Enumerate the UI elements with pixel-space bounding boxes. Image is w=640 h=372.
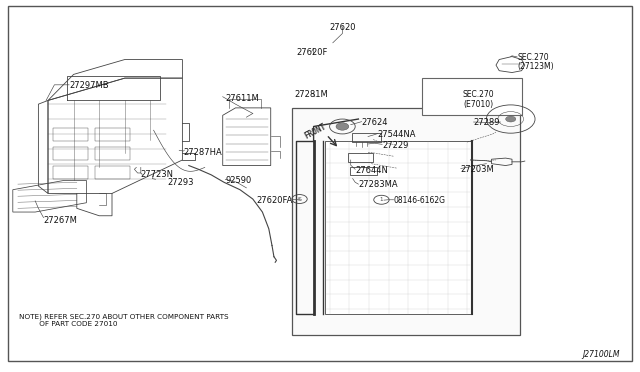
Text: 27229: 27229 [382,141,408,150]
Bar [53,166,88,179]
Bar [422,78,522,115]
Text: 27620F: 27620F [296,48,328,57]
Text: 27281M: 27281M [295,90,328,99]
Text: 27297MB: 27297MB [69,81,109,90]
Bar [350,167,377,175]
Bar [348,153,373,162]
Bar [95,166,130,179]
Bar [53,128,88,141]
Text: OF PART CODE 27010: OF PART CODE 27010 [19,321,118,327]
Text: 92590: 92590 [225,176,252,185]
Text: 27624: 27624 [362,118,388,127]
Text: 27644N: 27644N [355,166,388,174]
Bar [95,147,130,160]
Text: 27544NA: 27544NA [378,130,416,139]
Text: 27620FA: 27620FA [256,196,292,205]
Text: 27289: 27289 [474,118,500,127]
Text: NOTE) REFER SEC.270 ABOUT OTHER COMPONENT PARTS: NOTE) REFER SEC.270 ABOUT OTHER COMPONEN… [19,314,229,320]
Text: (27123M): (27123M) [517,62,554,71]
Text: J27100LM: J27100LM [582,350,620,359]
Text: 27611M: 27611M [225,94,259,103]
Bar [53,147,88,160]
Text: 27723N: 27723N [141,170,174,179]
Text: FRONT: FRONT [303,122,328,140]
Text: 27293: 27293 [168,178,194,187]
Text: 27620: 27620 [329,23,356,32]
Circle shape [336,123,349,130]
Text: (E7010): (E7010) [463,100,494,109]
Text: SEC.270: SEC.270 [517,53,548,62]
Text: 27203M: 27203M [461,165,495,174]
Text: SEC.270: SEC.270 [463,90,495,99]
Text: 08146-6162G: 08146-6162G [394,196,445,205]
Bar [292,108,520,335]
Bar [352,133,381,142]
Text: 27287HA: 27287HA [183,148,222,157]
Circle shape [506,116,516,122]
Bar [325,141,472,314]
Text: 1: 1 [380,197,383,202]
Text: 27267M: 27267M [44,216,77,225]
Text: 27283MA: 27283MA [358,180,398,189]
Bar [95,128,130,141]
Text: S: S [298,196,301,202]
